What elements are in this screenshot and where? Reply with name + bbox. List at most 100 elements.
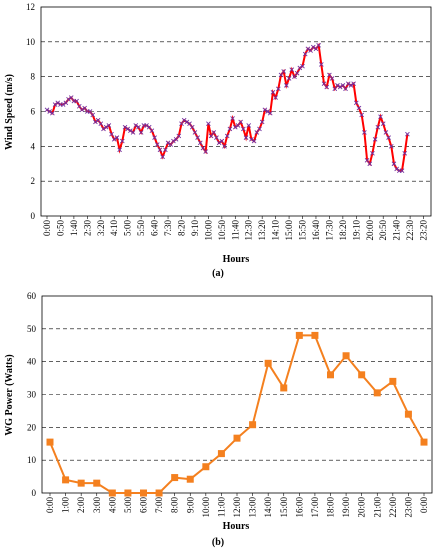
x-tick-label: 0:00 <box>419 497 429 514</box>
data-point <box>90 112 96 118</box>
data-point <box>254 130 260 135</box>
data-point <box>55 100 61 106</box>
data-point <box>222 144 227 149</box>
x-tick-label: 6:00 <box>139 497 149 514</box>
data-point <box>79 107 85 113</box>
data-point <box>284 83 289 88</box>
y-tick-label: 6 <box>31 107 36 117</box>
data-point <box>235 123 241 128</box>
data-point <box>311 331 319 339</box>
data-point <box>109 131 114 137</box>
data-point <box>386 135 391 140</box>
data-point <box>98 121 104 127</box>
data-point <box>251 138 257 144</box>
data-point <box>68 95 74 100</box>
x-tick-label: 18:00 <box>326 497 336 518</box>
x-tick-label: 1:40 <box>69 220 79 237</box>
data-point <box>372 137 378 142</box>
data-point <box>302 51 308 57</box>
x-axis-title-b: Hours <box>223 521 250 532</box>
data-point <box>278 72 284 78</box>
x-tick-label: 9:00 <box>185 497 195 514</box>
data-point <box>275 86 281 92</box>
y-tick-label: 0 <box>31 211 36 221</box>
y-tick-labels-a: 0 2 4 6 8 10 12 <box>26 2 36 221</box>
data-point <box>189 124 195 130</box>
data-point <box>270 90 276 95</box>
data-point <box>152 135 157 140</box>
x-tick-label: 8:20 <box>176 220 186 237</box>
x-tick-label: 7:30 <box>163 220 173 237</box>
data-point <box>155 489 163 497</box>
x-tick-label: 22:30 <box>405 220 415 241</box>
data-point <box>264 359 272 367</box>
x-tick-labels-b: 0:00 1:00 2:00 3:00 4:00 5:00 6:00 7:00 8:00 9:00… <box>45 493 429 518</box>
data-point <box>130 130 136 135</box>
data-point <box>217 450 225 458</box>
data-point <box>351 81 356 86</box>
data-point <box>343 86 348 92</box>
data-point <box>160 154 165 160</box>
x-tick-label: 23:20 <box>419 220 429 241</box>
x-tick-label: 20:00 <box>357 497 367 518</box>
x-tick-label: 17:00 <box>310 497 320 518</box>
data-point <box>200 145 206 151</box>
data-point <box>202 463 210 471</box>
data-point <box>394 166 399 172</box>
data-point <box>76 103 82 109</box>
data-point <box>133 123 139 128</box>
data-point <box>383 130 389 135</box>
data-point <box>186 475 194 483</box>
data-point <box>47 109 53 114</box>
data-point <box>340 83 346 88</box>
data-point <box>224 133 230 139</box>
caption-a: (a) <box>212 268 224 279</box>
data-point <box>342 352 350 360</box>
data-point <box>267 110 273 116</box>
data-point <box>327 371 334 379</box>
x-tick-label: 12:30 <box>244 220 254 241</box>
data-point <box>173 137 179 142</box>
x-tick-label: 16:40 <box>311 220 321 241</box>
data-point <box>184 119 190 125</box>
data-point <box>168 142 174 147</box>
data-point <box>321 81 327 86</box>
data-point <box>389 377 397 385</box>
data-point <box>149 128 155 133</box>
data-point <box>280 384 288 392</box>
x-tick-label: 2:30 <box>82 220 92 237</box>
data-point <box>399 168 405 174</box>
data-point <box>122 124 128 130</box>
data-point <box>356 105 362 111</box>
x-tick-label: 18:20 <box>338 220 348 241</box>
y-tick-label: 2 <box>31 176 36 186</box>
x-tick-labels-a: 0:00 0:50 1:40 2:30 3:20 4:10 5:00 5:50 6:40 7:30… <box>42 216 429 241</box>
y-tick-label: 8 <box>31 72 36 82</box>
data-point <box>136 124 141 130</box>
data-point <box>192 130 198 135</box>
x-tick-label: 12:00 <box>232 497 242 518</box>
data-point <box>111 137 117 142</box>
x-tick-label: 23:00 <box>403 497 413 518</box>
data-point <box>238 119 243 125</box>
x-tick-label: 3:20 <box>96 220 106 237</box>
data-point <box>119 138 125 144</box>
data-point <box>362 130 367 135</box>
data-point <box>179 121 184 127</box>
y-tick-label: 30 <box>27 390 37 400</box>
x-tick-label: 2:00 <box>76 497 86 514</box>
data-point <box>297 65 303 71</box>
wg-power-chart: 0 10 20 30 40 50 60 0:00 1:00 2:00 3:00 4:00 5:00 6:… <box>4 291 433 548</box>
data-point <box>219 138 225 144</box>
y-tick-label: 40 <box>27 357 37 367</box>
data-point <box>63 100 69 106</box>
data-point <box>125 126 131 132</box>
data-point <box>332 86 338 92</box>
data-point <box>364 157 370 163</box>
x-tick-label: 6:40 <box>150 220 160 237</box>
x-tick-label: 15:00 <box>279 497 289 518</box>
x-tick-label: 20:50 <box>378 220 388 241</box>
x-tick-label: 5:50 <box>136 220 146 237</box>
data-point <box>216 140 222 146</box>
data-point <box>124 489 132 497</box>
